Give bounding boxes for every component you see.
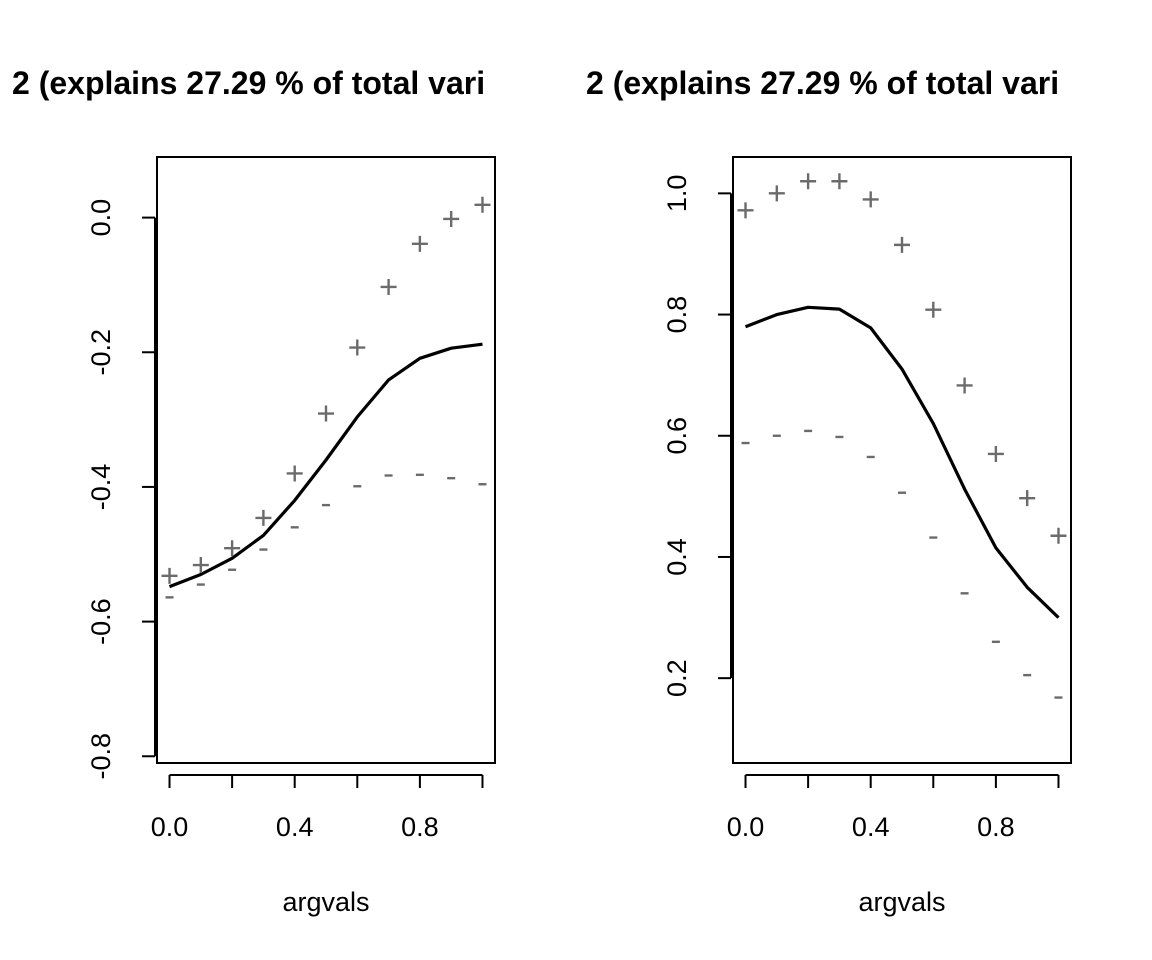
panel-left: 0.0 0.4 0.8 argvals -0.8 -0.6 -0.4 -0.2 0.0 xyxy=(86,156,496,917)
plus-marker xyxy=(443,210,460,227)
x-axis-label: argvals xyxy=(858,887,945,917)
plot-title-1: 2 (explains 27.29 % of total vari xyxy=(12,65,485,101)
plus-marker xyxy=(224,540,241,557)
x-tick-label: 0.0 xyxy=(151,812,189,842)
x-tick-label: 0.4 xyxy=(852,812,890,842)
mean-curve xyxy=(168,342,483,589)
plus-marker xyxy=(737,202,754,219)
x-axis-label: argvals xyxy=(282,887,369,917)
plus-marker xyxy=(349,339,366,356)
y-tick-label: -0.8 xyxy=(86,733,116,780)
plus-marker xyxy=(474,196,491,213)
x-tick-label: 0.8 xyxy=(401,812,439,842)
y-tick-label: 0.6 xyxy=(662,417,692,455)
plot-frame xyxy=(156,156,496,764)
x-tick-label: 0.8 xyxy=(977,812,1015,842)
y-tick-label: 0.2 xyxy=(662,659,692,697)
y-tick-label: 1.0 xyxy=(662,175,692,213)
plus-marker xyxy=(925,301,942,318)
plus-marker xyxy=(255,509,272,526)
plus-marker xyxy=(1019,490,1036,507)
plus-marker xyxy=(862,191,879,208)
plus-marker xyxy=(831,173,848,190)
mean-curve xyxy=(744,305,1060,619)
x-tick-label: 0.4 xyxy=(276,812,314,842)
plus-marker xyxy=(161,567,178,584)
x-tick-label: 0.0 xyxy=(727,812,765,842)
plus-marker xyxy=(894,236,910,253)
y-tick-label: 0.8 xyxy=(662,296,692,334)
plus-marker xyxy=(956,377,973,394)
plus-marker xyxy=(768,185,785,202)
y-tick-label: -0.2 xyxy=(86,329,116,376)
y-tick-label: 0.0 xyxy=(86,199,116,237)
plot-frame xyxy=(732,156,1072,764)
plus-marker xyxy=(192,557,209,574)
plus-marker xyxy=(380,278,397,295)
y-tick-label: -0.4 xyxy=(86,464,116,511)
panel-right: 0.0 0.4 0.8 argvals 0.2 0.4 0.6 0.8 1.0 xyxy=(662,156,1072,917)
plus-marker xyxy=(411,235,428,252)
plus-marker xyxy=(1050,527,1067,544)
plot-title-2: 2 (explains 27.29 % of total vari xyxy=(586,65,1059,101)
plus-marker xyxy=(987,445,1004,462)
plus-marker xyxy=(318,405,334,422)
plus-marker xyxy=(286,465,303,482)
y-tick-label: 0.4 xyxy=(662,538,692,576)
plus-marker xyxy=(800,173,817,190)
y-tick-label: -0.6 xyxy=(86,598,116,645)
